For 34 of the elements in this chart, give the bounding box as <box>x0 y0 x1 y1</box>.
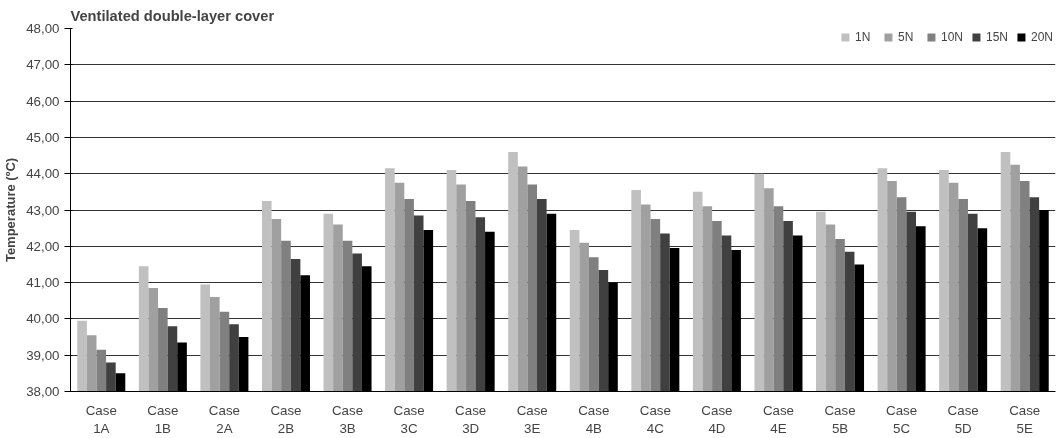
y-tick-label: 38,00 <box>26 384 60 399</box>
legend-label: 10N <box>940 30 963 44</box>
x-tick-label: Case 3E <box>516 402 548 436</box>
x-tick-label: Case 1A <box>85 402 117 436</box>
x-tick-label: Case 5E <box>1009 402 1041 436</box>
x-tick-label: Case 4E <box>762 402 795 436</box>
y-tick-label: 48,00 <box>26 21 60 36</box>
x-tick-label: Case 5C <box>886 402 918 436</box>
x-tick-label: Case 4B <box>578 402 610 436</box>
x-tick-label: Case 5B <box>824 402 856 436</box>
x-tick-label: Case 3B <box>331 402 364 436</box>
chart-title: Ventilated double-layer cover <box>70 7 275 24</box>
x-tick-label: Case 5D <box>947 402 979 436</box>
legend-label: 15N <box>985 30 1008 44</box>
y-tick-label: 44,00 <box>26 166 60 182</box>
x-tick-label: Case 4C <box>639 402 671 436</box>
y-tick-label: 47,00 <box>26 57 60 73</box>
y-tick-label: 45,00 <box>26 129 60 145</box>
x-tick-label: Case 3C <box>393 402 425 436</box>
y-tick-label: 46,00 <box>26 93 60 109</box>
y-tick-label: 40,00 <box>26 311 60 327</box>
x-tick-label: Case 1B <box>147 402 179 436</box>
x-tick-label: Case 4D <box>701 402 733 436</box>
y-tick-label: 41,00 <box>26 275 60 291</box>
x-tick-label: Case 2B <box>270 402 302 436</box>
y-tick-label: 39,00 <box>26 347 60 363</box>
y-tick-label: 42,00 <box>26 238 60 254</box>
legend-label: 5N <box>897 30 915 44</box>
x-tick-label: Case 2A <box>208 402 240 436</box>
legend-label: 20N <box>1030 30 1053 44</box>
x-tick-label: Case 3D <box>455 402 487 436</box>
y-axis-title: Temperature (ºC) <box>3 157 19 263</box>
legend-label: 1N <box>854 30 872 44</box>
y-tick-label: 43,00 <box>26 202 60 218</box>
